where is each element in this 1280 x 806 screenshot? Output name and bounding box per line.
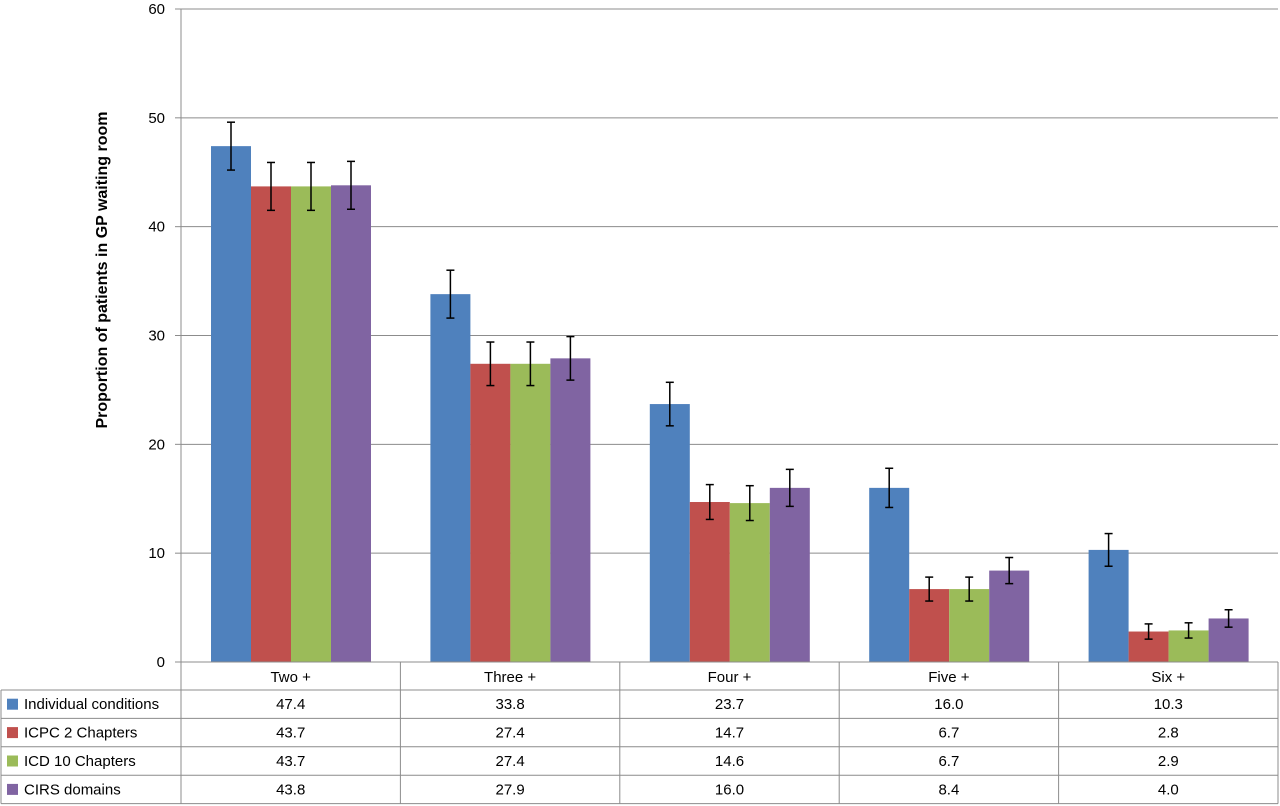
x-category-label: Five + bbox=[928, 669, 970, 686]
bar bbox=[430, 294, 471, 662]
table-cell-value: 8.4 bbox=[938, 781, 959, 798]
legend-entry: CIRS domains bbox=[24, 781, 121, 798]
error-bar bbox=[526, 341, 535, 387]
error-bar bbox=[1144, 623, 1153, 640]
table-cell-value: 14.6 bbox=[715, 753, 744, 770]
y-tick-label: 20 bbox=[148, 436, 165, 453]
y-tick-label: 30 bbox=[148, 328, 165, 345]
axes bbox=[175, 8, 182, 663]
table-cell-value: 16.0 bbox=[715, 781, 744, 798]
bar bbox=[291, 186, 331, 663]
legend-swatch bbox=[7, 783, 18, 795]
bar bbox=[989, 570, 1030, 662]
bar bbox=[1088, 549, 1129, 662]
table-cell-value: 23.7 bbox=[715, 696, 744, 713]
error-bar bbox=[1005, 556, 1014, 585]
y-tick-label: 40 bbox=[148, 219, 165, 236]
table-cell-value: 47.4 bbox=[276, 696, 305, 713]
legend-entry: Individual conditions bbox=[24, 696, 159, 713]
y-tick-label: 10 bbox=[148, 545, 165, 562]
bar bbox=[550, 358, 591, 662]
table-cell-value: 2.9 bbox=[1158, 753, 1179, 770]
x-category-label: Three + bbox=[484, 669, 536, 686]
error-bar bbox=[1184, 622, 1193, 639]
y-tick-label: 60 bbox=[148, 1, 165, 18]
legend-swatch bbox=[7, 755, 18, 767]
error-bar bbox=[486, 341, 495, 387]
y-tick-label: 50 bbox=[148, 110, 165, 127]
bar bbox=[769, 487, 810, 662]
bar bbox=[211, 146, 251, 662]
table-cell-value: 27.4 bbox=[495, 725, 524, 742]
legend-swatch bbox=[7, 727, 18, 739]
bars bbox=[211, 146, 1249, 663]
bar bbox=[331, 185, 371, 662]
table-cell-value: 43.7 bbox=[276, 753, 305, 770]
table-cell-value: 10.3 bbox=[1154, 696, 1183, 713]
legend-entry: ICD 10 Chapters bbox=[24, 753, 136, 770]
table-cell-value: 27.4 bbox=[495, 753, 524, 770]
table-cell-value: 4.0 bbox=[1158, 781, 1179, 798]
bar bbox=[869, 487, 910, 662]
error-bar bbox=[446, 269, 455, 319]
table-cell-value: 14.7 bbox=[715, 725, 744, 742]
table-cell-value: 16.0 bbox=[934, 696, 963, 713]
y-axis-tick-labels: 0 10 20 30 40 50 60 bbox=[148, 1, 165, 671]
error-bar bbox=[1224, 609, 1233, 628]
error-bar bbox=[267, 161, 275, 212]
error-bar bbox=[1104, 532, 1113, 567]
error-bar bbox=[347, 160, 355, 211]
table-cell-value: 6.7 bbox=[938, 753, 959, 770]
table-cell-value: 33.8 bbox=[495, 696, 524, 713]
x-category-label: Four + bbox=[708, 669, 752, 686]
error-bar bbox=[665, 381, 674, 427]
bar bbox=[510, 363, 551, 662]
legend-swatch bbox=[7, 698, 18, 710]
bar bbox=[689, 502, 730, 662]
bar bbox=[649, 404, 690, 662]
table-cell-value: 2.8 bbox=[1158, 725, 1179, 742]
error-bar bbox=[745, 484, 754, 522]
y-tick-label: 0 bbox=[157, 654, 165, 671]
bar bbox=[470, 363, 511, 662]
error-bar bbox=[307, 161, 315, 212]
data-table: Two + Three + Four + Five + Six + Individual … bbox=[0, 661, 1279, 805]
table-cell-value: 6.7 bbox=[938, 725, 959, 742]
y-axis-label: Proportion of patients in GP waiting roo… bbox=[94, 111, 111, 428]
error-bar bbox=[566, 335, 575, 381]
error-bar bbox=[227, 121, 235, 171]
x-category-label: Two + bbox=[270, 669, 311, 686]
error-bar bbox=[925, 576, 934, 602]
error-bar bbox=[785, 468, 794, 508]
table-cell-value: 43.8 bbox=[276, 781, 305, 798]
legend-entry: ICPC 2 Chapters bbox=[24, 725, 137, 742]
error-bar bbox=[705, 483, 714, 521]
table-cell-value: 43.7 bbox=[276, 725, 305, 742]
error-bars bbox=[227, 121, 1233, 640]
error-bar bbox=[885, 467, 894, 509]
bar bbox=[251, 186, 291, 663]
table-cell-value: 27.9 bbox=[495, 781, 524, 798]
x-category-label: Six + bbox=[1151, 669, 1185, 686]
bar bbox=[729, 503, 770, 662]
error-bar bbox=[965, 576, 974, 602]
